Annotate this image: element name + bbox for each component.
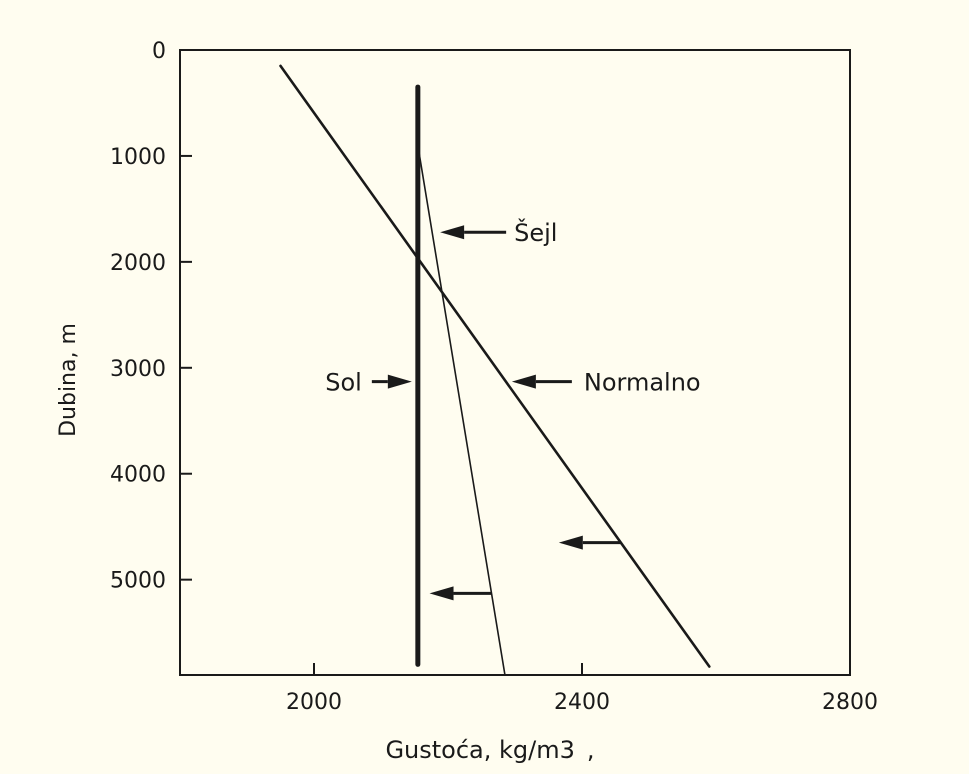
y-tick-label: 2000 bbox=[110, 251, 166, 276]
annotation-sol: Sol bbox=[325, 369, 362, 397]
series-line-sejl bbox=[417, 144, 506, 676]
normalno-arrow-head bbox=[511, 374, 536, 389]
sol-arrow-head bbox=[387, 374, 412, 389]
y-tick-label: 4000 bbox=[110, 463, 166, 488]
annotation-normalno: Normalno bbox=[584, 369, 701, 397]
x-axis-label-suffix: , bbox=[587, 736, 595, 764]
y-tick-label: 1000 bbox=[110, 145, 166, 170]
y-tick-label: 5000 bbox=[110, 569, 166, 594]
plot-frame bbox=[179, 49, 851, 676]
series-layer bbox=[279, 64, 711, 676]
x-axis-label-group: Gustoća, kg/m3, bbox=[385, 736, 594, 764]
x-tick-label: 2800 bbox=[822, 690, 878, 715]
x-tick-label: 2000 bbox=[286, 690, 342, 715]
annotation-sejl: Šejl bbox=[514, 217, 557, 247]
trend-arrow-1-head bbox=[558, 535, 583, 550]
trend-arrow-2-head bbox=[429, 586, 454, 601]
annotation-layer: Šejl Sol Normalno bbox=[325, 217, 701, 601]
sejl-arrow-head bbox=[440, 225, 465, 240]
y-axis: 0 1000 2000 3000 4000 5000 bbox=[110, 39, 192, 594]
x-tick-label: 2400 bbox=[554, 690, 610, 715]
x-axis-label: Gustoća, kg/m3 bbox=[385, 736, 574, 764]
x-axis: 2000 2400 2800 bbox=[286, 663, 878, 715]
y-axis-label: Dubina, m bbox=[56, 323, 81, 437]
y-tick-label: 0 bbox=[152, 39, 166, 64]
series-line-normalno bbox=[279, 64, 711, 668]
y-tick-label: 3000 bbox=[110, 357, 166, 382]
